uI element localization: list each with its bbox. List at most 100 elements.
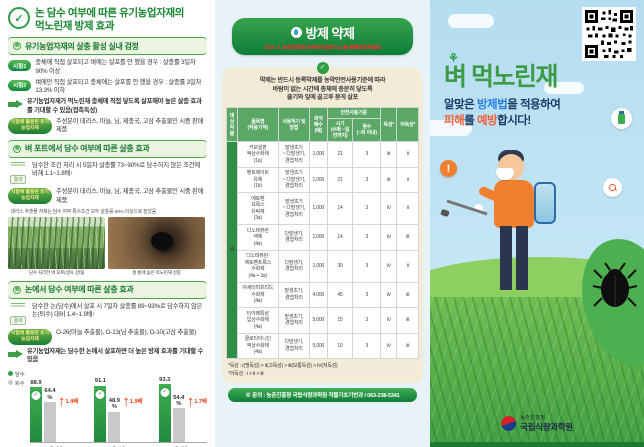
section-lab-test-title: 유기농업자재의 살충 활성 실내 검정 <box>25 41 139 51</box>
pesticide-row: 디노테퓨란· 에토펜프록스 수화제 (4a + 3a) 다발생기, 경엽처리 1,0… <box>227 249 419 283</box>
test2-item: 시험2 벼에만 직접 살포되고 충체에는 살포를 안 했을 경우 : 살충률 3… <box>8 79 207 96</box>
cell-tox: Ⅲ <box>380 141 398 168</box>
cell-times: 3 <box>352 192 382 226</box>
footnote-toxicity: *독성 : Ⅰ(맹독성) > Ⅱ(고독성) > Ⅲ(보통독성) > Ⅳ(저독성) <box>228 363 338 370</box>
cell-name: 아세타미프리드 수화제 (4a) <box>237 281 279 309</box>
cell-name: 에토펜 프록스 유탁제 (3a) <box>237 192 279 226</box>
magnifier-badge <box>603 178 622 197</box>
test1-text: 충체에 직접 살포되고 벼에는 살포를 안 했을 경우 : 살충률 3일차 90… <box>35 59 196 75</box>
leaf-icon: ❀ <box>13 285 21 294</box>
ratio-annotation: ↑ 1.9배 <box>122 392 142 410</box>
cell-timing: 발생초기 ~ 다발생기, 경엽처리 <box>277 166 311 194</box>
pesticide-row: 티아메톡삼 입상수화제 (4a) 발생초기, 경엽처리 5,000 15 3 Ⅳ Ⅲ <box>227 307 419 334</box>
leaf-icon: ❀ <box>13 144 21 153</box>
cell-name: 디노테퓨란 액제 (4a) <box>237 224 279 251</box>
cell-days: 14 <box>326 224 354 251</box>
pesticide-row: 클로티아니딘 액상수화제 (4a) 다발생기, 경엽처리 5,000 10 3 Ⅳ Ⅲ <box>227 332 419 360</box>
bar-flooded <box>158 384 171 443</box>
cell-dilution: 5,000 <box>309 332 328 360</box>
paddy-conclusion-text: 유기농업자재는 담수한 논에서 살포하면 더 높은 방제 효과를 기대할 수 있… <box>27 347 204 364</box>
material-text-2: 주성분이 데리스, 마늘, 님, 제충국, 고삼 추출물인 시중 판매 제품 <box>56 188 204 204</box>
col-dilution: 희석 배수 (배) <box>309 107 328 143</box>
cell-tox: Ⅳ <box>380 332 398 360</box>
cell-tox: Ⅳ <box>380 192 398 226</box>
cell-fish: Ⅱ <box>396 141 419 168</box>
col-safety: 안전사용기준 <box>326 107 382 120</box>
cell-days: 45 <box>326 281 354 309</box>
contact-button[interactable]: ※ 문의 : 농촌진흥청 국립식량과학원 작물기초기반과 / 063-238-5… <box>228 388 417 403</box>
material-badge-2: 시험에 활용된 유기농업자재 <box>8 188 52 205</box>
material-item-3: 시험에 활용된 유기농업자재 O-26(마늘 추출물), O-13(님 추출물)… <box>8 329 207 346</box>
pesticide-row: 벼 카보설판 액상수화제 (1a) 발생초기 ~ 다발생기, 경엽처리 1,000 21… <box>226 141 419 360</box>
cell-name: 디노테퓨란· 에토펜프록스 수화제 (4a + 3a) <box>237 249 279 283</box>
legend-dot-gray <box>8 379 13 385</box>
cell-name: 카보설판 액상수화제 (1a) <box>237 141 279 168</box>
cell-dilution: 1,000 <box>309 166 328 194</box>
cell-timing: 발생초기 ~ 다발생기, 경엽처리 <box>277 192 311 226</box>
panel-pesticides: 방제 약제 2024. 3. 농촌진흥청 농약안전정보시스템·병해충방제정보 ✓… <box>215 0 430 447</box>
stinkbug-icon <box>592 262 638 319</box>
cell-dilution: 1,000 <box>309 249 328 283</box>
shield-check-icon: ✓ <box>316 62 329 74</box>
cell-days: 30 <box>326 249 354 283</box>
up-arrow-icon: ↑ <box>186 392 195 410</box>
bar-value-label: 48.9 % <box>108 398 121 411</box>
pesticide-title-row: 방제 약제 <box>236 23 409 42</box>
photo-stinkbug: 흙 틈에 숨은 먹노린재 성충 <box>108 216 205 276</box>
cell-tox: Ⅲ <box>380 166 398 194</box>
cell-times: 3 <box>352 166 382 194</box>
legend-item-drained: 퇴수 <box>8 379 25 388</box>
bar-drained <box>44 402 56 443</box>
chart-legend: 담수 퇴수 <box>8 371 25 388</box>
farmer-glove <box>474 204 483 213</box>
col-safety-times: 횟수 (~회 이내) <box>352 118 382 143</box>
section-pot-test-title: 벼 포트에서 담수 여부에 따른 살충 효과 <box>25 144 150 154</box>
pesticide-table-body: 벼 카보설판 액상수화제 (1a) 발생초기 ~ 다발생기, 경엽처리 1,000 21… <box>226 141 419 360</box>
cloud-shape <box>544 82 584 94</box>
cell-tox: Ⅳ <box>380 307 398 334</box>
result-badge: 결과 <box>8 302 28 327</box>
bottom-band <box>430 442 644 447</box>
alert-badge: ! <box>440 160 457 177</box>
photo-row: 담수 처리한 벼 포트(생육 상태) 흙 틈에 숨은 먹노린재 성충 <box>8 216 207 276</box>
qr-code-image <box>585 10 633 58</box>
pesticide-row: 펜토에이트 유제 (1b) 발생초기 ~ 다발생기, 경엽처리 1,000 21 3 Ⅲ Ⅱ <box>227 166 419 194</box>
farmer-sprayer-illustration <box>432 148 588 368</box>
col-fish-toxicity: 어독성* <box>396 107 419 143</box>
bar-drained <box>108 411 121 443</box>
cell-fish: Ⅱ <box>396 249 419 283</box>
result-label: 결과 <box>10 315 26 325</box>
col-toxicity: 독성* <box>380 107 398 143</box>
qr-code[interactable] <box>582 7 636 61</box>
left-header: ✓ 논 담수 여부에 따른 유기농업자재의 먹노린재 방제 효과 <box>8 7 207 32</box>
cell-timing: 다발생기, 경엽처리 <box>277 249 311 283</box>
chart-group: 88.964.4 %↑1.4배 <box>30 379 78 443</box>
rice-sprout-icon: ⚘ <box>448 51 459 65</box>
cell-name: 클로티아니딘 액상수화제 (4a) <box>237 332 279 360</box>
section-paddy-test-bar: ❀ 논에서 담수 여부에 따른 살충 효과 <box>8 280 207 299</box>
material-item-1: 시험에 활용된 유기농업자재 주성분이 데리스, 마늘, 님, 제충국, 고삼 … <box>8 117 207 135</box>
bar-value-label: 64.4 % <box>44 388 56 401</box>
bar-value-label: 88.9 <box>30 379 42 386</box>
magnifier-icon <box>609 184 616 191</box>
cell-days: 14 <box>326 192 354 226</box>
section-lab-test-bar: ❀ 유기농업자재의 살충 활성 실내 검정 <box>8 37 207 56</box>
panel-organic-effect: ✓ 논 담수 여부에 따른 유기농업자재의 먹노린재 방제 효과 ❀ 유기농업자… <box>0 0 215 447</box>
arrow-right-icon <box>8 100 23 109</box>
cell-times: 3 <box>352 141 382 168</box>
table-footnotes: *독성 : Ⅰ(맹독성) > Ⅱ(고독성) > Ⅲ(보통독성) > Ⅳ(저독성)… <box>228 363 417 378</box>
sprayer-tank <box>534 182 556 224</box>
ratio-annotation: ↑ 1.4배 <box>58 394 78 408</box>
pot-result-text: 담수한 조건 처리 시 5일차 살충률 73~90%로 담수하지 않은 조건에 … <box>32 161 200 178</box>
ratio-annotation: ↑ 1.7배 <box>186 392 207 410</box>
pesticide-row: 아세타미프리드 수화제 (4a) 발생초기, 경엽처리 4,000 45 3 Ⅳ Ⅲ <box>227 281 419 309</box>
up-arrow-icon: ↑ <box>122 392 130 410</box>
spray-nozzle <box>440 208 450 218</box>
conclusion-item: 유기농업자재가 먹노린재 충체에 직접 닿도록 살포해야 높은 살충 효과를 기… <box>8 98 207 115</box>
material-text-1: 주성분이 데리스, 마늘, 님, 제충국, 고삼 추출물인 시중 판매 제품 <box>56 117 204 134</box>
test2-text: 벼에만 직접 살포되고 충체에는 살포를 안 했을 경우 : 살충률 3일차 1… <box>35 78 202 95</box>
pesticide-row: 에토펜 프록스 유탁제 (3a) 발생초기 ~ 다발생기, 경엽처리 1,000 14… <box>227 192 419 226</box>
cell-timing: 발생초기 ~ 다발생기, 경엽처리 <box>277 141 311 168</box>
